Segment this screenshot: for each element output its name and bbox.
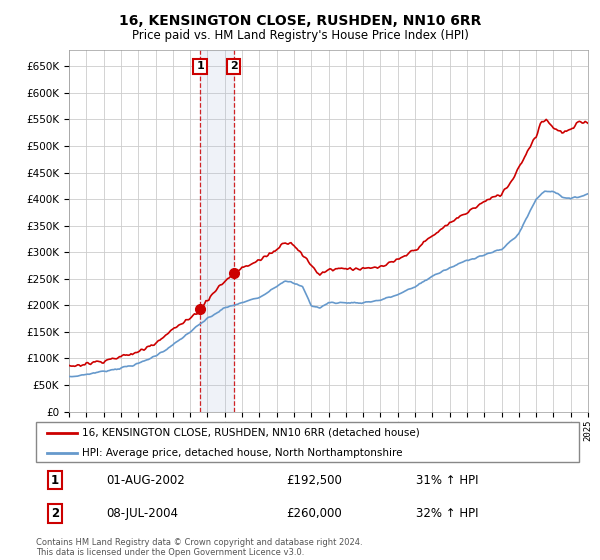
- Text: 2: 2: [230, 62, 238, 71]
- Text: Contains HM Land Registry data © Crown copyright and database right 2024.
This d: Contains HM Land Registry data © Crown c…: [36, 538, 362, 557]
- Bar: [200, 50, 233, 412]
- Text: 32% ↑ HPI: 32% ↑ HPI: [416, 507, 479, 520]
- Text: 08-JUL-2004: 08-JUL-2004: [107, 507, 179, 520]
- Text: £260,000: £260,000: [286, 507, 341, 520]
- Text: 01-AUG-2002: 01-AUG-2002: [107, 474, 185, 487]
- Text: HPI: Average price, detached house, North Northamptonshire: HPI: Average price, detached house, Nort…: [82, 448, 403, 458]
- Text: £192,500: £192,500: [286, 474, 341, 487]
- Text: 1: 1: [51, 474, 59, 487]
- Text: 31% ↑ HPI: 31% ↑ HPI: [416, 474, 479, 487]
- Text: 16, KENSINGTON CLOSE, RUSHDEN, NN10 6RR: 16, KENSINGTON CLOSE, RUSHDEN, NN10 6RR: [119, 14, 481, 28]
- Text: 16, KENSINGTON CLOSE, RUSHDEN, NN10 6RR (detached house): 16, KENSINGTON CLOSE, RUSHDEN, NN10 6RR …: [82, 428, 420, 438]
- FancyBboxPatch shape: [36, 422, 579, 462]
- Text: 2: 2: [51, 507, 59, 520]
- Text: Price paid vs. HM Land Registry's House Price Index (HPI): Price paid vs. HM Land Registry's House …: [131, 29, 469, 42]
- Text: 1: 1: [196, 62, 204, 71]
